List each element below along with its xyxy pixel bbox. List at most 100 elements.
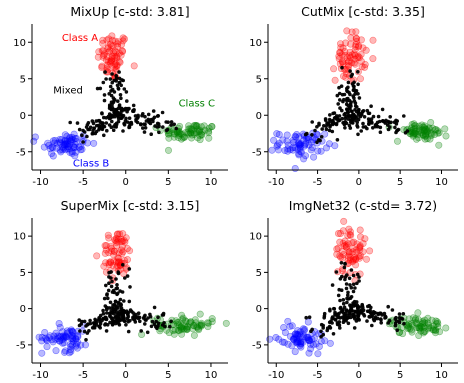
scatter-point [114, 262, 122, 270]
scatter-point [115, 258, 123, 266]
scatter-point [306, 337, 314, 345]
scatter-point [115, 291, 120, 296]
scatter-point [345, 225, 353, 233]
scatter-point [119, 96, 123, 101]
scatter-point [189, 325, 197, 333]
scatter-point [302, 139, 310, 147]
scatter-point [143, 122, 147, 127]
y-tick-label: 0 [256, 111, 262, 122]
scatter-point [339, 254, 347, 262]
scatter-point [427, 132, 435, 140]
scatter-point [151, 109, 156, 113]
scatter-point [426, 135, 434, 143]
scatter-point [69, 332, 77, 340]
scatter-point [190, 129, 198, 137]
scatter-point [367, 122, 371, 126]
scatter-point [357, 57, 365, 65]
scatter-point [340, 309, 345, 313]
scatter-point [109, 284, 114, 289]
scatter-point [117, 80, 122, 85]
scatter-point [175, 131, 183, 139]
scatter-point [354, 54, 362, 62]
scatter-point [115, 249, 123, 257]
scatter-point [125, 316, 130, 321]
scatter-point [319, 329, 323, 334]
scatter-point [178, 330, 186, 338]
scatter-point [362, 255, 370, 263]
scatter-point [88, 318, 92, 323]
scatter-point [351, 121, 355, 125]
scatter-point [412, 130, 420, 138]
scatter-point [296, 148, 304, 156]
scatter-point [419, 131, 427, 139]
scatter-point [192, 129, 200, 137]
scatter-point [411, 122, 419, 130]
scatter-point [336, 230, 344, 238]
scatter-point [359, 240, 367, 248]
scatter-point [431, 329, 439, 337]
scatter-point [116, 230, 124, 238]
scatter-point [343, 311, 348, 316]
series-class-a [330, 27, 377, 85]
scatter-point [195, 126, 203, 134]
scatter-point [424, 128, 432, 136]
scatter-point [54, 332, 62, 340]
scatter-point [196, 132, 204, 140]
scatter-point [353, 37, 361, 45]
scatter-point [107, 281, 111, 286]
scatter-point [375, 120, 380, 125]
scatter-point [427, 324, 435, 332]
scatter-point [335, 138, 340, 142]
scatter-point [56, 323, 64, 331]
scatter-point [93, 131, 98, 136]
scatter-point [104, 283, 108, 288]
scatter-point [409, 132, 417, 140]
scatter-point [351, 55, 359, 63]
scatter-point [367, 118, 372, 123]
scatter-point [49, 144, 57, 152]
scatter-point [190, 122, 198, 130]
scatter-point [196, 127, 204, 135]
scatter-point [194, 134, 202, 142]
scatter-point [125, 99, 129, 103]
scatter-point [48, 150, 56, 158]
scatter-point [100, 50, 108, 58]
scatter-point [146, 112, 151, 117]
scatter-point [348, 303, 352, 308]
scatter-point [404, 325, 412, 333]
scatter-point [342, 318, 346, 322]
scatter-point [114, 122, 119, 127]
series-mixed [304, 261, 406, 339]
scatter-point [100, 318, 104, 323]
scatter-point [187, 129, 195, 137]
x-tick-label: 5 [165, 177, 171, 188]
scatter-point [280, 338, 288, 346]
scatter-point [110, 322, 115, 326]
scatter-point [128, 285, 132, 289]
scatter-point [61, 347, 69, 355]
series-class-b [266, 317, 334, 358]
scatter-point [371, 114, 376, 119]
scatter-point [352, 246, 360, 254]
scatter-point [197, 322, 205, 330]
scatter-point [78, 145, 86, 153]
scatter-point [105, 128, 109, 133]
scatter-point [165, 130, 173, 138]
scatter-point [177, 323, 185, 331]
scatter-point [42, 334, 50, 342]
x-tick-label: -10 [268, 370, 284, 381]
scatter-point [67, 340, 75, 348]
scatter-point [110, 247, 118, 255]
scatter-point [310, 334, 318, 342]
scatter-point [337, 43, 345, 51]
scatter-point [174, 320, 182, 328]
scatter-point [66, 328, 74, 336]
scatter-point [408, 328, 416, 336]
scatter-point [142, 130, 147, 134]
scatter-point [420, 327, 428, 335]
scatter-point [301, 152, 309, 160]
scatter-point [429, 326, 437, 334]
scatter-point [103, 36, 111, 44]
series-class-a [93, 230, 134, 285]
